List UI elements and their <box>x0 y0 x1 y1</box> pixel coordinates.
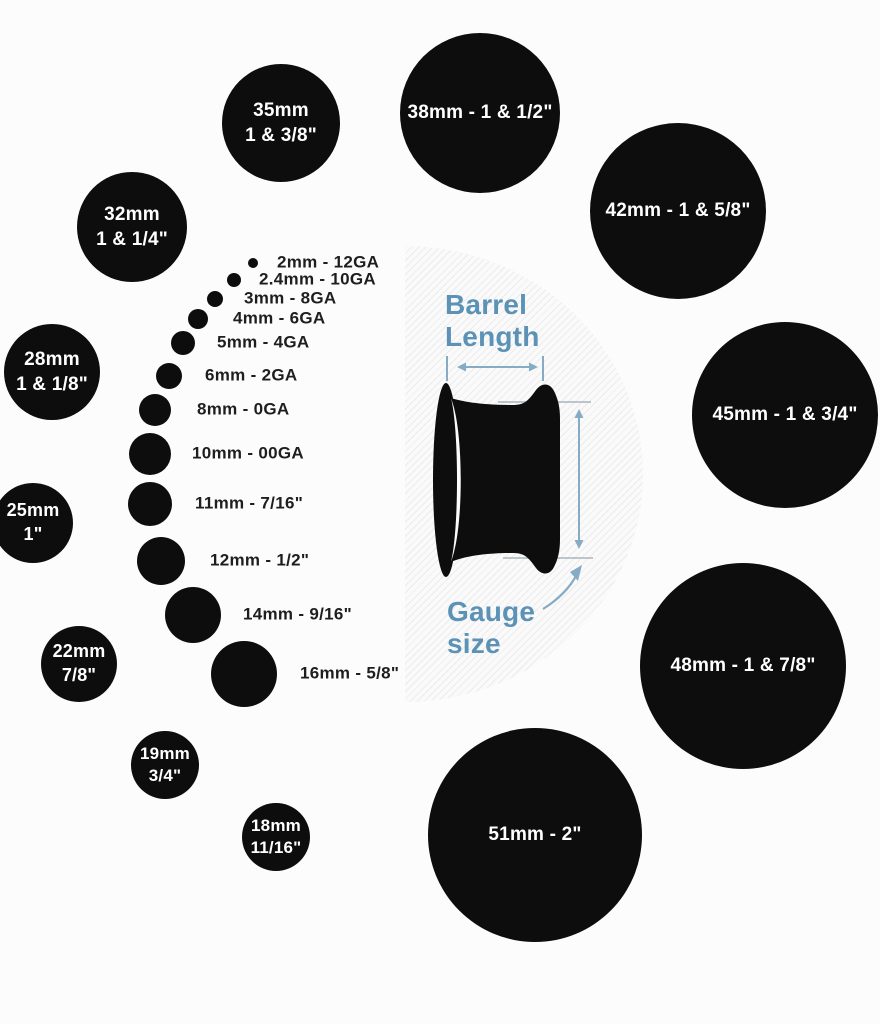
gauge-dot-6mm <box>156 363 182 389</box>
gauge-dot-label-16mm: 16mm - 5/8" <box>300 663 400 683</box>
gauge-dot-label-14mm: 14mm - 9/16" <box>243 604 352 624</box>
gauge-size-label: Gauge size <box>447 596 535 660</box>
gauge-curved-arrow <box>542 573 578 610</box>
gauge-dot-4mm <box>188 309 208 329</box>
size-circle-text: 7/8" <box>61 665 97 685</box>
size-circle-text: 1 & 1/4" <box>96 229 168 250</box>
gauge-dot-label-2.4mm: 2.4mm - 10GA <box>259 269 376 289</box>
gauge-dot-label-11mm: 11mm - 7/16" <box>195 493 304 513</box>
barrel-length-arrowheads <box>457 362 538 372</box>
gauge-dot-8mm <box>139 394 171 426</box>
size-circle-text: 1" <box>23 524 43 544</box>
size-circle-28mm: 28mm 1 & 1/8" <box>4 324 100 420</box>
size-circle-text: 28mm <box>24 348 80 370</box>
size-circle-42mm: 42mm - 1 & 5/8" <box>590 123 766 299</box>
gauge-dot-11mm <box>128 482 172 526</box>
size-circle-38mm: 38mm - 1 & 1/2" <box>400 33 560 193</box>
size-circle-32mm: 32mm 1 & 1/4" <box>77 172 187 282</box>
size-circle-text: 18mm <box>251 815 301 835</box>
size-circle-45mm: 45mm - 1 & 3/4" <box>692 322 878 508</box>
barrel-length-label-line2: Length <box>445 321 540 352</box>
plug-shape <box>433 383 560 577</box>
size-circle-text: 11/16" <box>250 838 302 857</box>
size-circle-35mm: 35mm 1 & 3/8" <box>222 64 340 182</box>
size-circle-18mm: 18mm 11/16" <box>242 803 310 871</box>
gauge-size-arrowheads <box>574 409 584 549</box>
gauge-dot-12mm <box>137 537 185 585</box>
size-circle-text: 3/4" <box>148 766 182 785</box>
size-circle-22mm: 22mm 7/8" <box>41 626 117 702</box>
gauge-dot-2.4mm <box>227 273 241 287</box>
size-circle-text: 25mm <box>6 500 60 521</box>
gauge-dot-label-2mm: 2mm - 12GA <box>277 252 380 272</box>
size-circle-text: 1 & 3/8" <box>245 125 317 146</box>
size-circle-19mm: 19mm 3/4" <box>131 731 199 799</box>
size-circle-text: 22mm <box>52 641 106 662</box>
size-circle-25mm: 25mm 1" <box>0 483 73 563</box>
plug-illustration <box>433 356 593 610</box>
gauge-dot-3mm <box>207 291 223 307</box>
size-circle-48mm: 48mm - 1 & 7/8" <box>640 563 846 769</box>
gauge-curved-arrowhead <box>570 565 582 581</box>
size-circle-51mm: 51mm - 2" <box>428 728 642 942</box>
gauge-dot-label-3mm: 3mm - 8GA <box>244 288 337 308</box>
gauge-dot-10mm <box>129 433 171 475</box>
gauge-dot-label-10mm: 10mm - 00GA <box>192 443 304 463</box>
flare-highlight <box>451 398 461 562</box>
barrel-length-label: Barrel Length <box>445 289 540 353</box>
size-circle-text: 32mm <box>104 203 160 225</box>
size-circle-text: 45mm - 1 & 3/4" <box>712 404 858 426</box>
size-circle-text: 19mm <box>140 743 190 763</box>
size-circle-text: 48mm - 1 & 7/8" <box>670 655 816 677</box>
size-circle-text: 51mm - 2" <box>488 824 582 846</box>
size-circle-text: 42mm - 1 & 5/8" <box>605 200 751 222</box>
gauge-dot-16mm <box>211 641 277 707</box>
size-circle-text: 35mm <box>253 99 309 121</box>
gauge-dot-label-8mm: 8mm - 0GA <box>197 399 290 419</box>
gauge-dot-label-4mm: 4mm - 6GA <box>233 308 326 328</box>
size-circle-text: 38mm - 1 & 1/2" <box>407 102 553 124</box>
gauge-dot-label-6mm: 6mm - 2GA <box>205 365 298 385</box>
gauge-dot-14mm <box>165 587 221 643</box>
gauge-dot-2mm <box>248 258 258 268</box>
gauge-dot-label-12mm: 12mm - 1/2" <box>210 550 310 570</box>
gauge-dot-5mm <box>171 331 195 355</box>
barrel-length-label-line1: Barrel <box>445 289 528 320</box>
gauge-size-label-line2: size <box>447 628 501 659</box>
size-circle-text: 1 & 1/8" <box>16 374 88 395</box>
gauge-size-label-line1: Gauge <box>447 596 536 627</box>
barrel-length-arrow <box>446 356 544 381</box>
gauge-dot-label-5mm: 5mm - 4GA <box>217 332 310 352</box>
